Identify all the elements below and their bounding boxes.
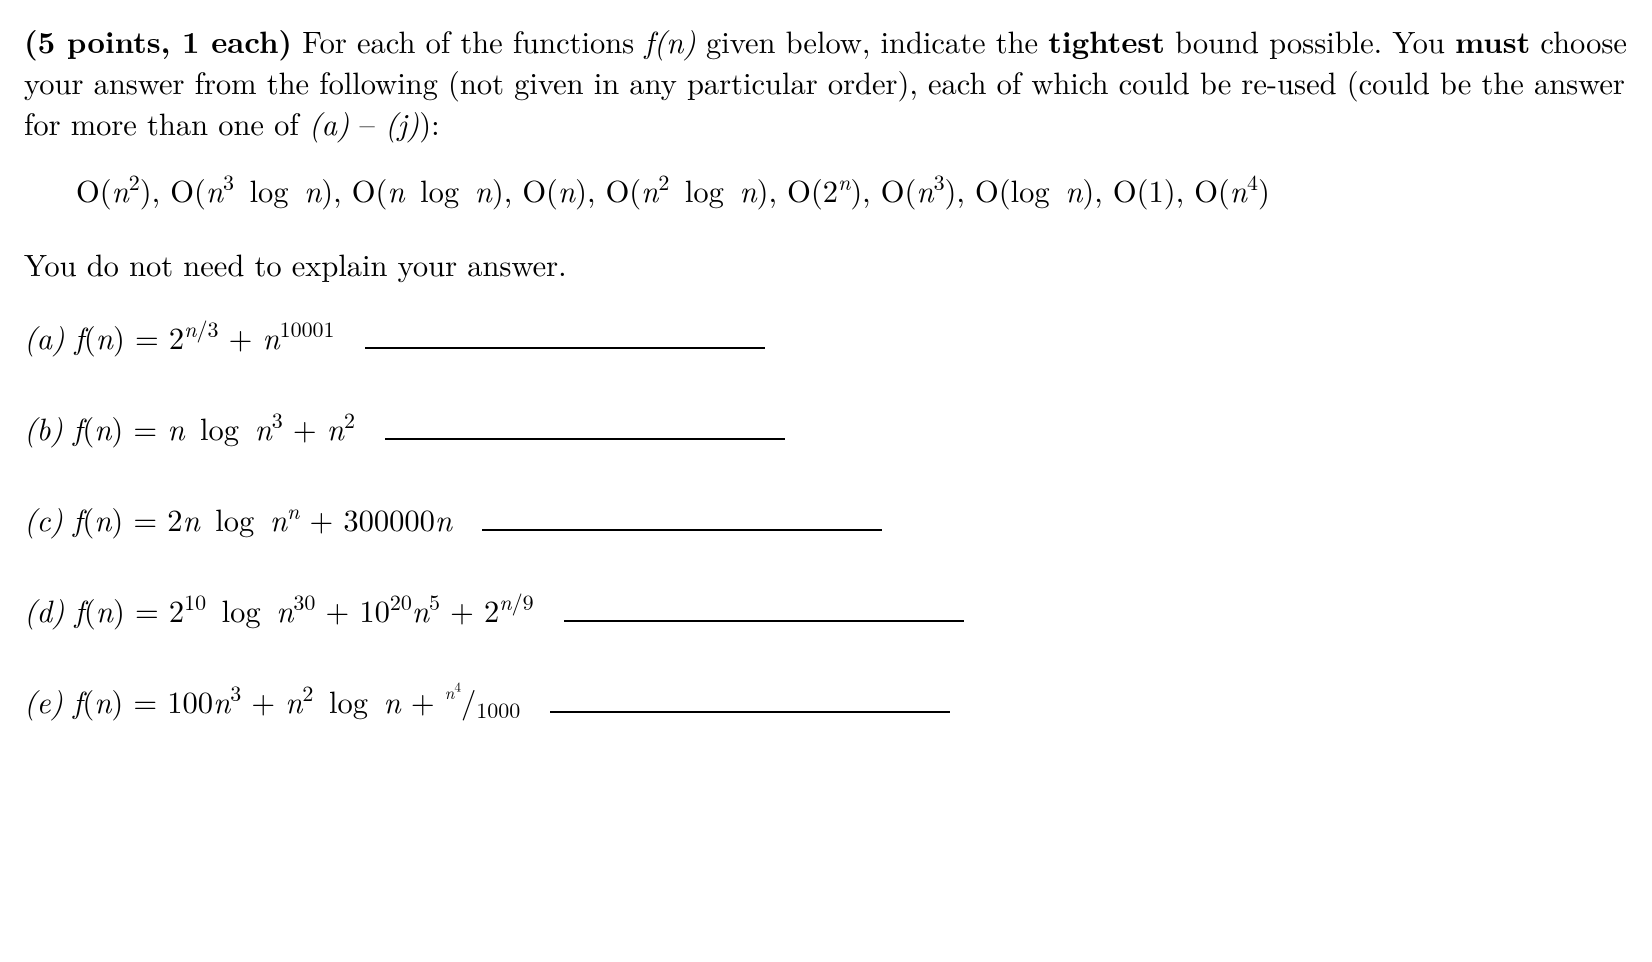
item-e-expr: f(n) = 100n3 + n2 log n + n4/1000 xyxy=(73,679,520,722)
item-d-blank[interactable] xyxy=(564,593,964,622)
prompt-text-3: bound possible. You xyxy=(1165,19,1455,62)
item-c-blank[interactable] xyxy=(482,502,882,531)
big-o-options: O(n2), O(n3 log n), O(n log n), O(n), O(… xyxy=(76,172,1628,209)
question-prompt: (5 points, 1 each) For each of the funct… xyxy=(24,20,1628,144)
prompt-text-1: For each of the functions xyxy=(292,19,644,62)
item-b: (b) f(n) = n log n3 + n2 xyxy=(24,406,1628,449)
item-d-expr: f(n) = 210 log n30 + 1020n5 + 2n/9 xyxy=(75,588,534,631)
item-a-expr: f(n) = 2n/3 + n10001 xyxy=(75,315,335,358)
no-explain-note: You do not need to explain your answer. xyxy=(24,242,1628,285)
item-a-blank[interactable] xyxy=(365,320,765,349)
item-c-expr: f(n) = 2n log nn + 300000n xyxy=(73,497,452,540)
points-label: (5 points, 1 each) xyxy=(24,18,292,62)
item-b-label: (b) xyxy=(24,406,63,449)
item-c-label: (c) xyxy=(24,497,63,540)
must-label: must xyxy=(1455,18,1530,62)
range-j: (j) xyxy=(385,101,419,144)
item-b-expr: f(n) = n log n3 + n2 xyxy=(73,406,355,449)
item-c: (c) f(n) = 2n log nn + 300000n xyxy=(24,497,1628,540)
fn-inline: f(n) xyxy=(644,19,695,62)
item-a-label: ((a)a) xyxy=(24,315,65,358)
range-dash: – xyxy=(349,101,385,144)
item-e-label: (e) xyxy=(24,679,63,722)
item-e: (e) f(n) = 100n3 + n2 log n + n4/1000 xyxy=(24,679,1628,722)
tightest-label: tightest xyxy=(1048,18,1165,62)
prompt-text-5: ): xyxy=(419,101,439,144)
range-a: (a) xyxy=(309,101,350,144)
item-d-label: (d) xyxy=(24,588,65,631)
subquestion-list: ((a)a) f(n) = 2n/3 + n10001 (b) f(n) = n… xyxy=(24,315,1628,722)
item-a: ((a)a) f(n) = 2n/3 + n10001 xyxy=(24,315,1628,358)
item-d: (d) f(n) = 210 log n30 + 1020n5 + 2n/9 xyxy=(24,588,1628,631)
item-e-blank[interactable] xyxy=(550,684,950,713)
item-b-blank[interactable] xyxy=(385,411,785,440)
prompt-text-2: given below, indicate the xyxy=(696,19,1048,62)
